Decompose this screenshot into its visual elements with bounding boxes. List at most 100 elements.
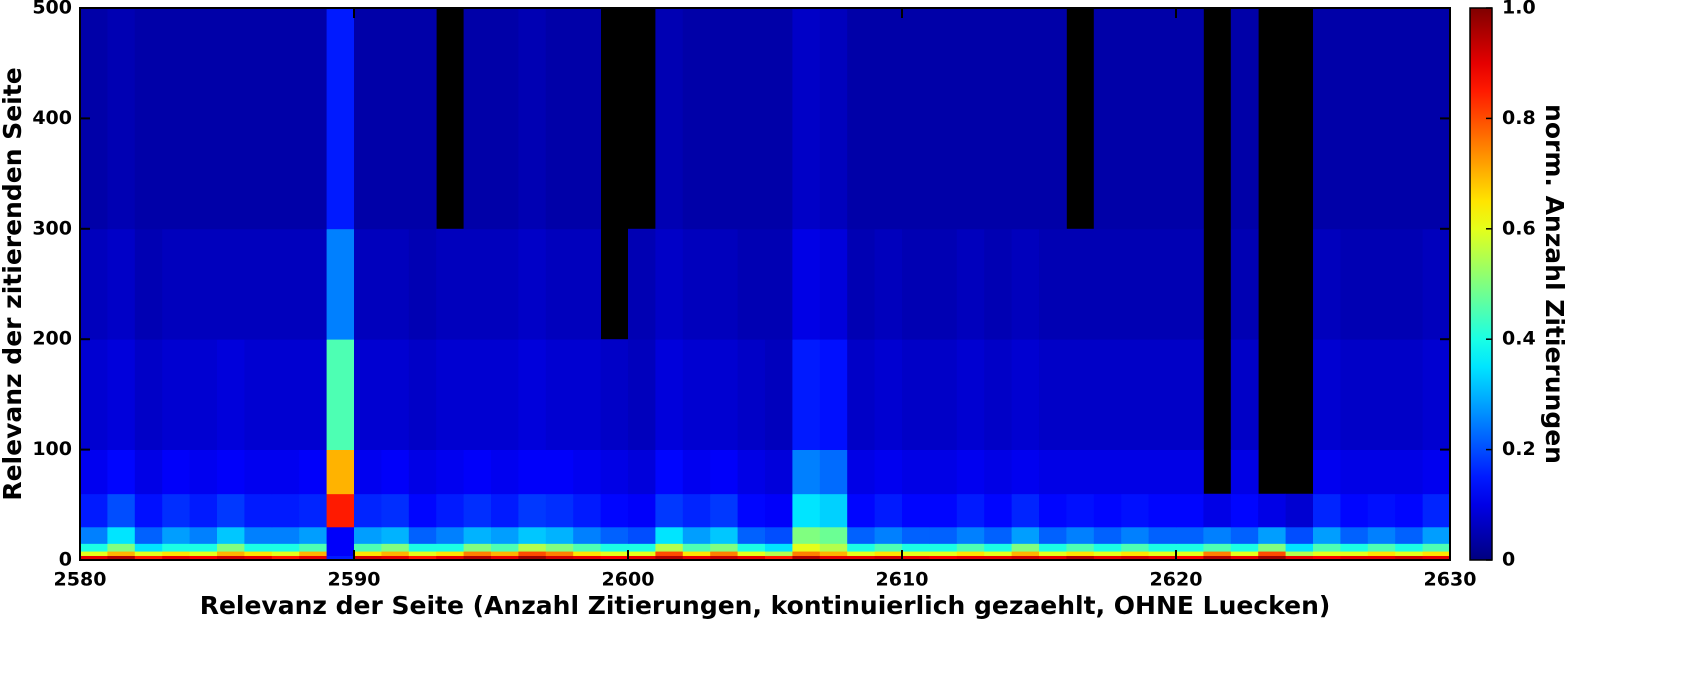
heatmap-cell bbox=[1011, 526, 1040, 544]
heatmap-cell bbox=[1148, 8, 1177, 230]
heatmap-cell bbox=[1148, 526, 1177, 544]
heatmap-cell bbox=[1176, 228, 1204, 340]
heatmap-cell bbox=[326, 339, 355, 450]
heatmap-cell bbox=[1340, 526, 1369, 544]
heatmap-cell bbox=[902, 543, 930, 552]
heatmap-cell bbox=[1367, 493, 1396, 528]
heatmap-cell bbox=[1039, 543, 1067, 552]
heatmap-cell bbox=[1313, 555, 1341, 561]
heatmap-cell bbox=[1367, 551, 1396, 556]
heatmap-cell bbox=[189, 526, 218, 544]
heatmap-cell bbox=[984, 551, 1012, 556]
heatmap-cell bbox=[600, 449, 629, 495]
heatmap-cell bbox=[956, 449, 985, 495]
heatmap-cell bbox=[874, 449, 903, 495]
heatmap-cell bbox=[1093, 339, 1122, 450]
heatmap-cell bbox=[518, 228, 547, 340]
heatmap-cell bbox=[518, 339, 547, 450]
heatmap-cell bbox=[134, 449, 163, 495]
heatmap-cell bbox=[217, 449, 245, 495]
heatmap-cell bbox=[463, 526, 492, 544]
heatmap-cell bbox=[189, 228, 218, 340]
heatmap-cell bbox=[984, 339, 1012, 450]
heatmap-cell bbox=[463, 493, 492, 528]
heatmap-cell bbox=[929, 449, 958, 495]
heatmap-cell bbox=[107, 8, 136, 230]
heatmap-cell bbox=[1066, 526, 1095, 544]
heatmap-cell bbox=[874, 228, 903, 340]
heatmap-cell bbox=[600, 526, 629, 544]
heatmap-cell bbox=[107, 493, 136, 528]
heatmap-cell bbox=[600, 543, 629, 552]
heatmap-cell bbox=[655, 493, 684, 528]
heatmap-cell bbox=[1258, 493, 1286, 528]
heatmap-cell bbox=[792, 543, 821, 552]
heatmap-cell bbox=[1395, 551, 1423, 556]
heatmap-cell bbox=[162, 543, 190, 552]
heatmap-cell bbox=[628, 339, 656, 450]
heatmap-cell bbox=[628, 526, 656, 544]
heatmap-cell bbox=[1121, 493, 1149, 528]
heatmap-cell bbox=[1422, 551, 1451, 556]
heatmap-cell bbox=[162, 339, 190, 450]
heatmap-cell bbox=[737, 493, 766, 528]
heatmap-cell bbox=[408, 8, 437, 230]
heatmap-cell bbox=[217, 228, 245, 340]
heatmap-cell bbox=[710, 339, 738, 450]
heatmap-cell bbox=[682, 449, 711, 495]
heatmap-cell bbox=[408, 526, 437, 544]
heatmap-cell bbox=[1367, 526, 1396, 544]
heatmap-cell bbox=[737, 339, 766, 450]
heatmap-cell bbox=[956, 493, 985, 528]
heatmap-cell bbox=[984, 555, 1012, 561]
heatmap-cell bbox=[326, 449, 355, 495]
heatmap-cell bbox=[956, 228, 985, 340]
heatmap-cell bbox=[573, 8, 601, 230]
heatmap-cell bbox=[299, 8, 327, 230]
heatmap-cell bbox=[956, 8, 985, 230]
heatmap-cell bbox=[80, 526, 108, 544]
heatmap-cell bbox=[271, 526, 300, 544]
heatmap-cell bbox=[1121, 551, 1149, 556]
heatmap-cell bbox=[792, 526, 821, 544]
heatmap-cell bbox=[655, 551, 684, 556]
heatmap-cell bbox=[819, 526, 848, 544]
heatmap-cell bbox=[1367, 543, 1396, 552]
heatmap-cell bbox=[1395, 339, 1423, 450]
heatmap-cell bbox=[244, 339, 273, 450]
heatmap-cell bbox=[1230, 543, 1259, 552]
heatmap-cell bbox=[354, 551, 382, 556]
heatmap-cell bbox=[1230, 526, 1259, 544]
heatmap-cell bbox=[107, 449, 136, 495]
x-axis-label: Relevanz der Seite (Anzahl Zitierungen, … bbox=[200, 591, 1331, 620]
heatmap-cell bbox=[381, 339, 410, 450]
heatmap-cell bbox=[491, 228, 519, 340]
heatmap-cell bbox=[847, 228, 875, 340]
heatmap-cell bbox=[80, 228, 108, 340]
heatmap-cell bbox=[463, 543, 492, 552]
heatmap-cell bbox=[217, 551, 245, 556]
heatmap-cell bbox=[902, 493, 930, 528]
heatmap-cell bbox=[1121, 555, 1149, 561]
heatmap-cell bbox=[1011, 339, 1040, 450]
heatmap-cell bbox=[1066, 543, 1095, 552]
heatmap-cell bbox=[737, 551, 766, 556]
heatmap-cell bbox=[1422, 555, 1451, 561]
heatmap-cell bbox=[655, 449, 684, 495]
heatmap-cell bbox=[1093, 555, 1122, 561]
heatmap-cell bbox=[984, 228, 1012, 340]
heatmap-cell bbox=[929, 493, 958, 528]
heatmap-cell bbox=[792, 228, 821, 340]
heatmap-cell bbox=[326, 228, 355, 340]
heatmap-cell bbox=[545, 493, 574, 528]
heatmap-cell bbox=[1011, 543, 1040, 552]
heatmap-cell bbox=[765, 449, 793, 495]
heatmap-cell bbox=[244, 8, 273, 230]
colorbar-tick-label: 0.2 bbox=[1502, 438, 1536, 460]
heatmap-cell bbox=[463, 449, 492, 495]
heatmap-cell bbox=[710, 449, 738, 495]
heatmap-cell bbox=[1148, 449, 1177, 495]
x-tick-label: 2630 bbox=[1424, 569, 1477, 591]
heatmap-cell bbox=[1313, 526, 1341, 544]
